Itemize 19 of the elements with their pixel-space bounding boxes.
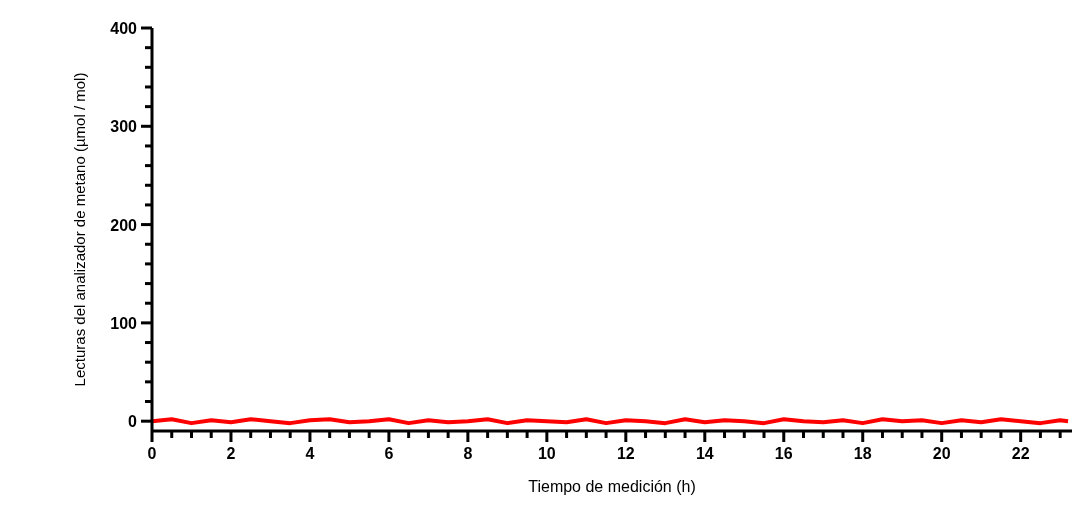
x-tick-label: 0: [147, 445, 157, 462]
x-tick-label: 2: [226, 445, 236, 462]
x-tick-label: 22: [1011, 445, 1030, 462]
x-tick-label: 4: [305, 445, 315, 462]
x-axis-title: Tiempo de medición (h): [528, 478, 696, 495]
x-tick-label: 20: [932, 445, 951, 462]
x-tick-label: 6: [384, 445, 394, 462]
x-tick-label: 18: [853, 445, 872, 462]
x-tick-label: 14: [695, 445, 714, 462]
y-tick-label: 400: [110, 20, 138, 37]
x-tick-label: 10: [537, 445, 556, 462]
y-tick-label: 0: [128, 413, 138, 431]
x-tick-label: 12: [616, 445, 635, 462]
y-tick-label: 200: [110, 216, 138, 234]
y-tick-label: 100: [110, 314, 138, 332]
y-axis-title: Lecturas del analizador de metano (µmol / mol): [71, 72, 89, 387]
x-tick-label: 16: [774, 445, 793, 462]
y-tick-label: 300: [110, 118, 138, 136]
x-tick-label: 8: [463, 445, 473, 462]
